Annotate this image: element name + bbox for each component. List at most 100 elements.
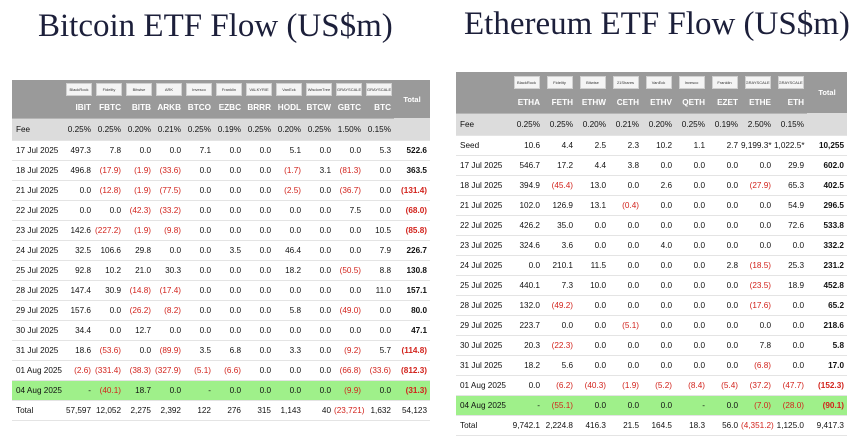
flow-cell: (0.4)	[609, 195, 642, 216]
flow-cell: (331.4)	[94, 360, 124, 381]
flow-row: 31 Jul 2025 18.6 (53.6) 0.0 (89.9) 3.5 6.8 0.0 3…	[12, 340, 430, 361]
logo-corner	[12, 80, 64, 98]
logo-row: BlackRock Fidelity Bitwise ARK Invesco Frankl…	[12, 80, 430, 118]
row-date: 04 Aug 2025	[12, 380, 64, 401]
flow-cell: 0.0	[364, 320, 394, 341]
flow-cell: 0.0	[642, 315, 675, 336]
flow-cell: 0.0	[304, 240, 334, 261]
total-cell: 416.3	[576, 414, 609, 436]
flow-cell: 29.8	[124, 240, 154, 261]
flow-cell: -	[510, 395, 543, 416]
row-total: (90.1)	[807, 395, 847, 416]
row-date: 21 Jul 2025	[12, 180, 64, 201]
flow-cell: 0.0	[642, 215, 675, 236]
issuer-logo: VALKYRIE	[246, 82, 272, 96]
flow-cell: (23.5)	[741, 275, 774, 296]
flow-cell: 0.0	[94, 200, 124, 221]
flow-cell: 4.4	[576, 155, 609, 176]
fee-cell: 0.25%	[184, 118, 214, 141]
flow-cell: 12.7	[124, 320, 154, 341]
flow-cell: 8.8	[364, 260, 394, 281]
flow-cell: 0.0	[214, 180, 244, 201]
flow-cell: (50.5)	[334, 260, 364, 281]
issuer-logo: BlackRock	[66, 82, 92, 96]
flow-cell: 6.8	[214, 340, 244, 361]
total-cell: 9,742.1	[510, 414, 543, 436]
flow-cell: (6.6)	[214, 360, 244, 381]
flow-cell: 0.0	[642, 355, 675, 376]
fee-cell: 1.50%	[334, 118, 364, 141]
issuer-logo-cell: Fidelity	[94, 80, 124, 98]
issuer-logo: VanEck	[645, 76, 672, 89]
flow-cell: 0.0	[184, 180, 214, 201]
flow-cell: 102.0	[510, 195, 543, 216]
flow-cell: 0.0	[675, 275, 708, 296]
flow-cell: 0.0	[214, 280, 244, 301]
flow-cell: 0.0	[184, 240, 214, 261]
flow-cell: 30.9	[94, 280, 124, 301]
flow-cell: 0.0	[214, 220, 244, 241]
fee-cell: 0.25%	[543, 113, 576, 136]
total-row: Total 9,742.1 2,224.8 416.3 21.5 164.5 18.3 56.…	[456, 414, 847, 436]
ticker-header: ARKB	[154, 98, 184, 119]
flow-cell: 7.5	[334, 200, 364, 221]
flow-cell: 0.0	[708, 235, 741, 256]
total-cell: 122	[184, 399, 214, 421]
flow-cell: 0.0	[244, 240, 274, 261]
flow-cell: 210.1	[543, 255, 576, 276]
row-date: 17 Jul 2025	[456, 155, 510, 176]
fee-cell: 0.15%	[774, 113, 807, 136]
flow-cell: 0.0	[214, 300, 244, 321]
issuer-logo-cell: ARK	[154, 80, 184, 98]
flow-cell: (28.0)	[774, 395, 807, 416]
flow-cell: 10.2	[94, 260, 124, 281]
flow-cell: 0.0	[510, 255, 543, 276]
flow-cell: (47.7)	[774, 375, 807, 396]
flow-cell: (49.2)	[543, 295, 576, 316]
row-total: 10,255	[807, 135, 847, 156]
flow-cell: 0.0	[741, 195, 774, 216]
issuer-logo: Franklin	[711, 76, 738, 89]
fee-cell: 0.25%	[304, 118, 334, 141]
flow-cell: 5.8	[274, 300, 304, 321]
row-date: 01 Aug 2025	[456, 375, 510, 396]
flow-cell: -	[64, 380, 94, 401]
flow-cell: 0.0	[124, 340, 154, 361]
issuer-logo: Invesco	[186, 82, 212, 96]
issuer-logo: GRAYSCALE	[336, 82, 362, 96]
flow-cell: 0.0	[609, 215, 642, 236]
flow-cell: 0.0	[154, 320, 184, 341]
row-date: 28 Jul 2025	[12, 280, 64, 301]
fee-cell	[807, 113, 847, 136]
total-cell: 56.0	[708, 414, 741, 436]
flow-cell: 0.0	[184, 260, 214, 281]
eth-title: Ethereum ETF Flow (US$m)	[464, 6, 850, 42]
issuer-logo: Fidelity	[96, 82, 122, 96]
flow-cell: (1.9)	[124, 220, 154, 241]
flow-cell: 0.0	[675, 295, 708, 316]
flow-cell: 7.1	[184, 140, 214, 161]
flow-cell: 497.3	[64, 140, 94, 161]
fee-label: Fee	[12, 118, 64, 141]
flow-cell: (33.6)	[154, 160, 184, 181]
flow-cell: (37.2)	[741, 375, 774, 396]
total-cell: 57,597	[64, 399, 94, 421]
flow-cell: 0.0	[244, 140, 274, 161]
flow-cell: 0.0	[364, 160, 394, 181]
flow-cell: 0.0	[609, 355, 642, 376]
flow-cell: (45.4)	[543, 175, 576, 196]
flow-row: 29 Jul 2025 223.7 0.0 0.0 (5.1) 0.0 0.0 0.0 0.0 0…	[456, 315, 847, 336]
issuer-logo-cell: GRAYSCALE	[774, 72, 807, 93]
flow-cell: 5.1	[274, 140, 304, 161]
flow-cell: 0.0	[741, 155, 774, 176]
flow-cell: (227.2)	[94, 220, 124, 241]
total-cell: (4,351.2)	[741, 414, 774, 436]
total-cell: 12,052	[94, 399, 124, 421]
flow-cell: 0.0	[642, 395, 675, 416]
issuer-logo-cell: GRAYSCALE	[741, 72, 774, 93]
flow-cell: 3.3	[274, 340, 304, 361]
row-date: 30 Jul 2025	[456, 335, 510, 356]
flow-cell: 11.5	[576, 255, 609, 276]
flow-cell: 126.9	[543, 195, 576, 216]
flow-cell: 7.8	[741, 335, 774, 356]
